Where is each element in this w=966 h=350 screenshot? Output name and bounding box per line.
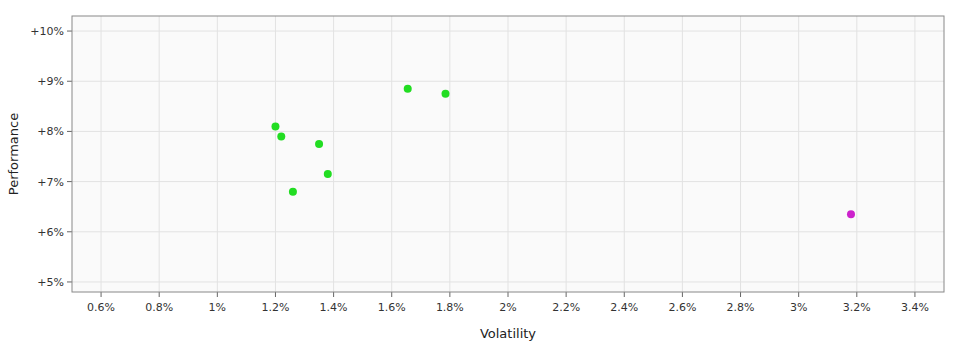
tick-label-x: 2.4%	[610, 301, 638, 314]
tick-x	[624, 292, 625, 297]
grid-line-x	[624, 16, 625, 292]
grid-line-x	[449, 16, 450, 292]
tick-label-x: 3%	[790, 301, 807, 314]
scatter-point	[289, 188, 297, 196]
grid-line-x	[217, 16, 218, 292]
tick-x	[508, 292, 509, 297]
tick-x	[914, 292, 915, 297]
grid-line-x	[566, 16, 567, 292]
tick-x	[159, 292, 160, 297]
scatter-point	[315, 140, 323, 148]
grid-line-x	[740, 16, 741, 292]
grid-line-y	[72, 181, 944, 182]
tick-label-y: +6%	[37, 226, 64, 239]
grid-line-x	[856, 16, 857, 292]
grid-line-x	[508, 16, 509, 292]
grid-line-y	[72, 231, 944, 232]
tick-y	[67, 31, 72, 32]
axes: 0.6% 0.8% 1% 1.2% 1.4% 1.6% 1.8% 2% 2.2% 2.4% 2.6%…	[30, 25, 929, 314]
chart: 0.6% 0.8% 1% 1.2% 1.4% 1.6% 1.8% 2% 2.2% 2.4% 2.6%…	[0, 0, 966, 350]
tick-x	[101, 292, 102, 297]
x-axis-label: Volatility	[480, 326, 536, 341]
tick-x	[275, 292, 276, 297]
tick-x	[333, 292, 334, 297]
grid-line-x	[798, 16, 799, 292]
tick-x	[566, 292, 567, 297]
tick-x	[798, 292, 799, 297]
grid-line-x	[391, 16, 392, 292]
scatter-point	[847, 210, 855, 218]
grid-line-x	[159, 16, 160, 292]
scatter-point	[277, 132, 285, 140]
tick-label-y: +7%	[37, 176, 64, 189]
grid-line-x	[914, 16, 915, 292]
tick-x	[391, 292, 392, 297]
plot-background	[72, 16, 944, 292]
grid-line-y	[72, 31, 944, 32]
tick-label-y: +9%	[37, 75, 64, 88]
tick-label-x: 3.4%	[901, 301, 929, 314]
tick-label-x: 1%	[209, 301, 226, 314]
tick-label-y: +10%	[30, 25, 64, 38]
tick-x	[856, 292, 857, 297]
tick-x	[217, 292, 218, 297]
grid-line-y	[72, 281, 944, 282]
tick-label-x: 1.4%	[320, 301, 348, 314]
scatter-point	[442, 90, 450, 98]
series	[271, 85, 449, 196]
tick-y	[67, 131, 72, 132]
tick-label-x: 2%	[499, 301, 516, 314]
tick-label-y: +8%	[37, 125, 64, 138]
grid-line-x	[275, 16, 276, 292]
tick-label-x: 1.8%	[436, 301, 464, 314]
grid-line-x	[333, 16, 334, 292]
tick-label-y: +5%	[37, 276, 64, 289]
tick-label-x: 0.8%	[145, 301, 173, 314]
grid-line-y	[72, 81, 944, 82]
tick-y	[67, 181, 72, 182]
marks	[271, 85, 855, 218]
tick-label-x: 3.2%	[843, 301, 871, 314]
plot-frame	[72, 16, 944, 292]
tick-y	[67, 231, 72, 232]
scatter-point	[404, 85, 412, 93]
y-axis-label: Performance	[6, 113, 21, 195]
tick-x	[682, 292, 683, 297]
series	[847, 210, 855, 218]
grid-line-x	[682, 16, 683, 292]
tick-label-x: 1.6%	[378, 301, 406, 314]
tick-label-x: 1.2%	[261, 301, 289, 314]
grid-line-y	[72, 131, 944, 132]
tick-label-x: 2.2%	[552, 301, 580, 314]
tick-y	[67, 281, 72, 282]
scatter-point	[271, 122, 279, 130]
tick-x	[449, 292, 450, 297]
tick-label-x: 2.8%	[727, 301, 755, 314]
grid	[72, 16, 944, 292]
tick-label-x: 2.6%	[668, 301, 696, 314]
scatter-point	[324, 170, 332, 178]
tick-x	[740, 292, 741, 297]
grid-line-x	[101, 16, 102, 292]
tick-y	[67, 81, 72, 82]
tick-label-x: 0.6%	[87, 301, 115, 314]
